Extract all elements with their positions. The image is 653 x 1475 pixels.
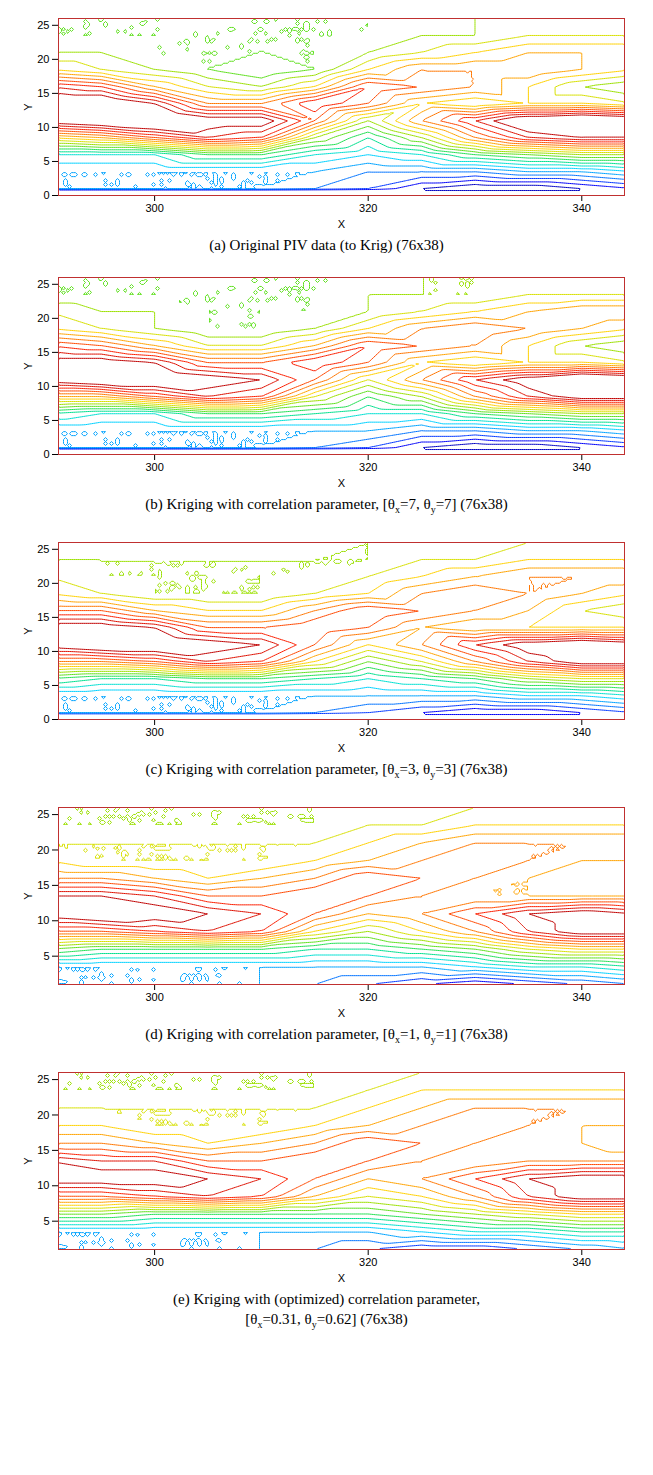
svg-text:320: 320	[359, 726, 377, 738]
html-text:(d) Kriging with correlation p: (d) Kriging with correlation parameter, …	[145, 1026, 508, 1045]
svg-text:0: 0	[43, 713, 49, 725]
svg-text:25: 25	[37, 278, 49, 290]
svg-text:X: X	[337, 218, 345, 230]
svg-text:0: 0	[43, 189, 49, 201]
svg-text:20: 20	[37, 577, 49, 589]
svg-text:Y: Y	[22, 627, 34, 635]
svg-text:320: 320	[359, 1256, 377, 1268]
svg-text:20: 20	[37, 1109, 49, 1121]
svg-text:20: 20	[37, 844, 49, 856]
svg-text:20: 20	[37, 312, 49, 324]
svg-text:5: 5	[43, 1215, 49, 1227]
svg-text:10: 10	[37, 1179, 49, 1191]
svg-text:340: 340	[572, 461, 590, 473]
svg-text:15: 15	[37, 879, 49, 891]
svg-text:5: 5	[43, 155, 49, 167]
svg-text:25: 25	[37, 1073, 49, 1085]
svg-text:15: 15	[37, 611, 49, 623]
html-text:(b) Kriging with correlation p: (b) Kriging with correlation parameter, …	[145, 496, 508, 515]
svg-text:Y: Y	[22, 1157, 34, 1165]
html-text:[θx=0.31, θy=0.62] (76x38): [θx=0.31, θy=0.62] (76x38)	[245, 1311, 408, 1330]
svg-text:25: 25	[37, 19, 49, 31]
svg-text:X: X	[337, 742, 345, 754]
svg-text:10: 10	[37, 121, 49, 133]
svg-text:300: 300	[145, 726, 163, 738]
svg-text:320: 320	[359, 991, 377, 1003]
svg-text:15: 15	[37, 346, 49, 358]
svg-text:5: 5	[43, 679, 49, 691]
svg-text:Y: Y	[22, 892, 34, 900]
svg-text:340: 340	[572, 202, 590, 214]
svg-text:300: 300	[145, 461, 163, 473]
svg-text:Y: Y	[22, 362, 34, 370]
svg-text:5: 5	[43, 414, 49, 426]
svg-text:340: 340	[572, 991, 590, 1003]
svg-text:300: 300	[145, 1256, 163, 1268]
svg-text:320: 320	[359, 461, 377, 473]
html-text:(c) Kriging with correlation p: (c) Kriging with correlation parameter, …	[145, 761, 508, 780]
html-text:(e) Kriging with (optimized) c: (e) Kriging with (optimized) correlation…	[173, 1291, 480, 1307]
svg-text:0: 0	[43, 448, 49, 460]
svg-text:Y: Y	[22, 103, 34, 111]
svg-text:300: 300	[145, 202, 163, 214]
svg-text:25: 25	[37, 543, 49, 555]
svg-text:10: 10	[37, 380, 49, 392]
svg-text:340: 340	[572, 726, 590, 738]
svg-text:15: 15	[37, 1144, 49, 1156]
svg-text:300: 300	[145, 991, 163, 1003]
svg-text:X: X	[337, 477, 345, 489]
svg-text:340: 340	[572, 1256, 590, 1268]
svg-text:X: X	[337, 1007, 345, 1019]
svg-text:20: 20	[37, 53, 49, 65]
svg-text:15: 15	[37, 87, 49, 99]
svg-text:10: 10	[37, 645, 49, 657]
svg-text:25: 25	[37, 808, 49, 820]
html-text:(a) Original PIV data (to Krig: (a) Original PIV data (to Krig) (76x38)	[209, 237, 444, 253]
svg-text:320: 320	[359, 202, 377, 214]
svg-text:X: X	[337, 1272, 345, 1284]
svg-text:10: 10	[37, 914, 49, 926]
svg-text:5: 5	[43, 950, 49, 962]
